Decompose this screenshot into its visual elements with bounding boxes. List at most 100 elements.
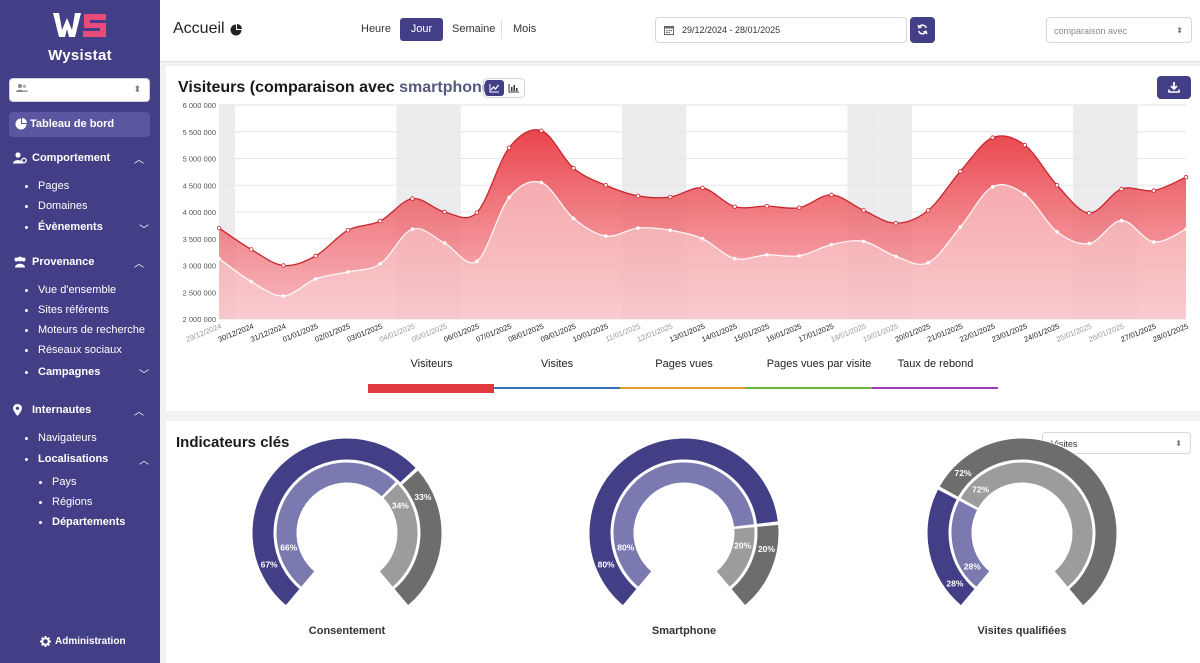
metric-tab-pages-par-visite[interactable]: Pages vues par visite <box>766 358 872 370</box>
data-point-compare <box>636 226 640 230</box>
x-tick-label: 13/01/2025 <box>668 322 706 344</box>
line-chart-button[interactable] <box>485 80 504 96</box>
chevron-down-icon[interactable]: ﹀ <box>139 370 149 381</box>
data-point-compare <box>1151 240 1156 244</box>
x-tick-label: 30/12/2024 <box>217 322 255 344</box>
data-point-compare <box>475 259 479 264</box>
compare-select[interactable]: comparaison avec ⬍ <box>1046 17 1192 43</box>
nav-item-evenements[interactable]: Évènements <box>25 221 103 233</box>
gauge-percent-label: 72% <box>972 485 989 495</box>
page-title: Accueil <box>173 20 225 37</box>
data-point-main <box>861 208 866 213</box>
nav-item-vue-ensemble[interactable]: Vue d'ensemble <box>25 284 116 296</box>
chevron-down-icon[interactable]: ﹀ <box>139 225 149 236</box>
x-tick-label: 03/01/2025 <box>346 322 384 344</box>
chevron-up-icon[interactable]: ︿ <box>134 155 144 166</box>
nav-item-pages[interactable]: Pages <box>25 180 69 192</box>
visitors-chart-panel: 6 000 000 5 500 000 5 000 000 4 500 000 4 00… <box>166 66 1200 411</box>
visitors-area-chart[interactable]: 6 000 000 5 500 000 5 000 000 4 500 000 4 00… <box>166 66 1200 358</box>
metric-tab-visiteurs[interactable]: Visiteurs <box>410 358 453 370</box>
data-point-main <box>1022 142 1028 148</box>
metric-tab-taux-rebond[interactable]: Taux de rebond <box>897 358 974 370</box>
data-point-main <box>925 208 931 213</box>
pie-chart-icon <box>15 118 27 130</box>
period-mois[interactable]: Mois <box>513 23 537 35</box>
x-tick-label: 01/01/2025 <box>281 322 319 344</box>
users-icon <box>14 256 26 268</box>
download-button[interactable] <box>1157 76 1191 99</box>
period-jour[interactable]: Jour <box>400 18 443 41</box>
nav-item-pays[interactable]: Pays <box>39 476 76 488</box>
nav-item-sites-referents[interactable]: Sites référents <box>25 304 109 316</box>
data-point-main <box>603 183 608 188</box>
data-point-compare <box>1184 227 1188 231</box>
nav-item-moteurs[interactable]: Moteurs de recherche <box>25 324 145 336</box>
data-point-main <box>797 205 802 210</box>
chevron-up-icon[interactable]: ︿ <box>139 456 149 467</box>
gauge-label-consentement: Consentement <box>308 625 386 637</box>
date-range-input[interactable]: 29/12/2024 - 28/01/2025 <box>655 17 907 43</box>
data-point-compare <box>700 236 705 241</box>
gauge-percent-label: 34% <box>392 501 409 511</box>
metric-tab-visites[interactable]: Visites <box>540 358 574 370</box>
data-point-compare <box>410 227 415 231</box>
period-semaine[interactable]: Semaine <box>452 23 496 35</box>
data-point-main <box>635 193 641 199</box>
chevron-up-icon[interactable]: ︿ <box>134 259 144 270</box>
x-tick-label: 05/01/2025 <box>410 322 448 344</box>
nav-dashboard[interactable]: Tableau de bord <box>9 112 150 137</box>
user-gear-icon <box>13 152 27 164</box>
download-icon <box>1168 82 1180 93</box>
x-tick-label: 22/01/2025 <box>958 322 996 344</box>
calendar-icon <box>664 26 674 35</box>
data-point-main <box>313 253 318 259</box>
map-pin-icon <box>13 404 22 416</box>
gauge-outer-segment <box>938 437 1118 607</box>
metric-tab-pages-vues[interactable]: Pages vues <box>655 358 713 370</box>
chart-type-toggle <box>483 78 525 98</box>
period-heure[interactable]: Heure <box>361 23 391 35</box>
gauge-inner-segment <box>275 461 398 589</box>
x-tick-label: 19/01/2025 <box>861 322 899 344</box>
refresh-button[interactable] <box>910 17 935 43</box>
data-point-compare <box>313 277 318 281</box>
data-point-main <box>1054 183 1060 188</box>
data-point-main <box>571 165 576 171</box>
data-point-main <box>732 204 737 209</box>
site-select[interactable]: ⬍ <box>9 78 150 102</box>
data-point-compare <box>1087 241 1092 246</box>
nav-item-navigateurs[interactable]: Navigateurs <box>25 432 97 444</box>
nav-item-localisations[interactable]: Localisations <box>25 453 108 465</box>
nav-item-domaines[interactable]: Domaines <box>25 200 88 212</box>
x-tick-label: 25/01/2025 <box>1055 322 1093 344</box>
nav-item-reseaux[interactable]: Réseaux sociaux <box>25 344 122 356</box>
logo[interactable]: Wysistat <box>0 10 160 64</box>
data-point-compare <box>765 253 769 257</box>
bar-chart-icon <box>508 84 519 93</box>
x-tick-label: 11/01/2025 <box>604 322 642 344</box>
refresh-icon <box>917 24 928 35</box>
chevron-up-icon[interactable]: ︿ <box>134 407 144 418</box>
x-tick-label: 23/01/2025 <box>990 322 1028 344</box>
nav-item-regions[interactable]: Régions <box>39 496 92 508</box>
gear-icon <box>40 636 51 647</box>
gauge-label-visites-qualifiees: Visites qualifiées <box>977 625 1067 637</box>
data-point-main <box>700 185 705 191</box>
x-tick-label: 09/01/2025 <box>539 322 577 344</box>
app-name: Wysistat <box>48 47 112 64</box>
nav-item-campagnes[interactable]: Campagnes <box>25 366 100 378</box>
chart-title: Visiteurs (comparaison avec smartphone) <box>178 79 496 96</box>
metric-indicator-bar <box>620 387 746 389</box>
data-point-compare <box>217 256 221 261</box>
nav-section-label: Provenance <box>32 256 95 268</box>
data-point-compare <box>829 242 834 247</box>
gauge-outer-segment <box>393 469 443 607</box>
gauge-percent-label: 66% <box>280 543 297 553</box>
data-point-main <box>990 135 995 140</box>
bar-chart-button[interactable] <box>505 80 524 96</box>
kpi-select-value: Visites <box>1051 439 1078 449</box>
nav-item-departements[interactable]: Départements <box>39 516 125 528</box>
data-point-compare <box>249 279 254 284</box>
y-tick-label: 4 000 000 <box>183 208 216 217</box>
gauge-outer-segment <box>926 488 976 607</box>
